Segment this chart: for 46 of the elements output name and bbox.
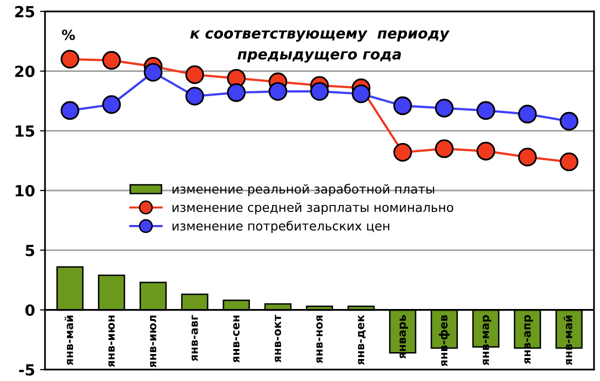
x-tick-label: янв-мар	[482, 315, 492, 366]
x-tick-label: янв-июл	[150, 316, 156, 368]
point	[518, 148, 537, 166]
x-tick-label: январь	[400, 315, 408, 359]
x-tick-label: янв-май	[564, 316, 572, 366]
point	[560, 152, 578, 172]
x-tick-label: янв-сен	[233, 316, 240, 363]
point	[352, 84, 370, 104]
point	[102, 95, 121, 114]
point	[102, 51, 121, 70]
x-tick-label: янв-июн	[108, 316, 115, 368]
point	[476, 101, 496, 120]
point	[560, 112, 578, 131]
y-tick-label: 5	[26, 244, 34, 256]
legend-label: изменение средней зарплаты номинально	[172, 202, 454, 214]
x-tick-label: янв-ноя	[316, 316, 323, 364]
y-axis-title: %	[62, 30, 75, 40]
text: к соответствующему периоду предыдущего года	[190, 30, 450, 63]
y-tick-label: 10	[16, 184, 35, 197]
point	[434, 139, 454, 158]
y-tick-label: 0	[25, 304, 35, 316]
point	[518, 104, 537, 124]
point	[393, 96, 412, 116]
legend-label: изменение реальной заработной платы	[172, 184, 434, 196]
point	[226, 83, 246, 102]
point	[393, 142, 412, 162]
y-tick-label: 25	[15, 6, 34, 18]
x-tick-label: янв-фев	[438, 315, 450, 366]
x-tick-label: янв-авг	[192, 314, 198, 362]
point	[144, 62, 162, 82]
y-tick-label: 15	[16, 125, 34, 137]
legend-label: изменение потребительских цен	[172, 220, 390, 234]
x-tick-label: янв-дек	[358, 314, 366, 365]
x-tick-label: янв-окт	[274, 314, 282, 362]
point	[60, 50, 80, 69]
x-tick-label: янв-апр	[524, 315, 533, 364]
point	[185, 65, 204, 84]
y-tick-label: 20	[15, 66, 35, 78]
point	[268, 82, 288, 101]
y-tick-label: -5	[19, 364, 34, 376]
point	[310, 82, 329, 101]
point	[60, 101, 80, 120]
x-tick-label: янв-май	[64, 316, 74, 366]
point	[434, 98, 454, 118]
point	[185, 86, 204, 106]
point	[476, 142, 496, 160]
